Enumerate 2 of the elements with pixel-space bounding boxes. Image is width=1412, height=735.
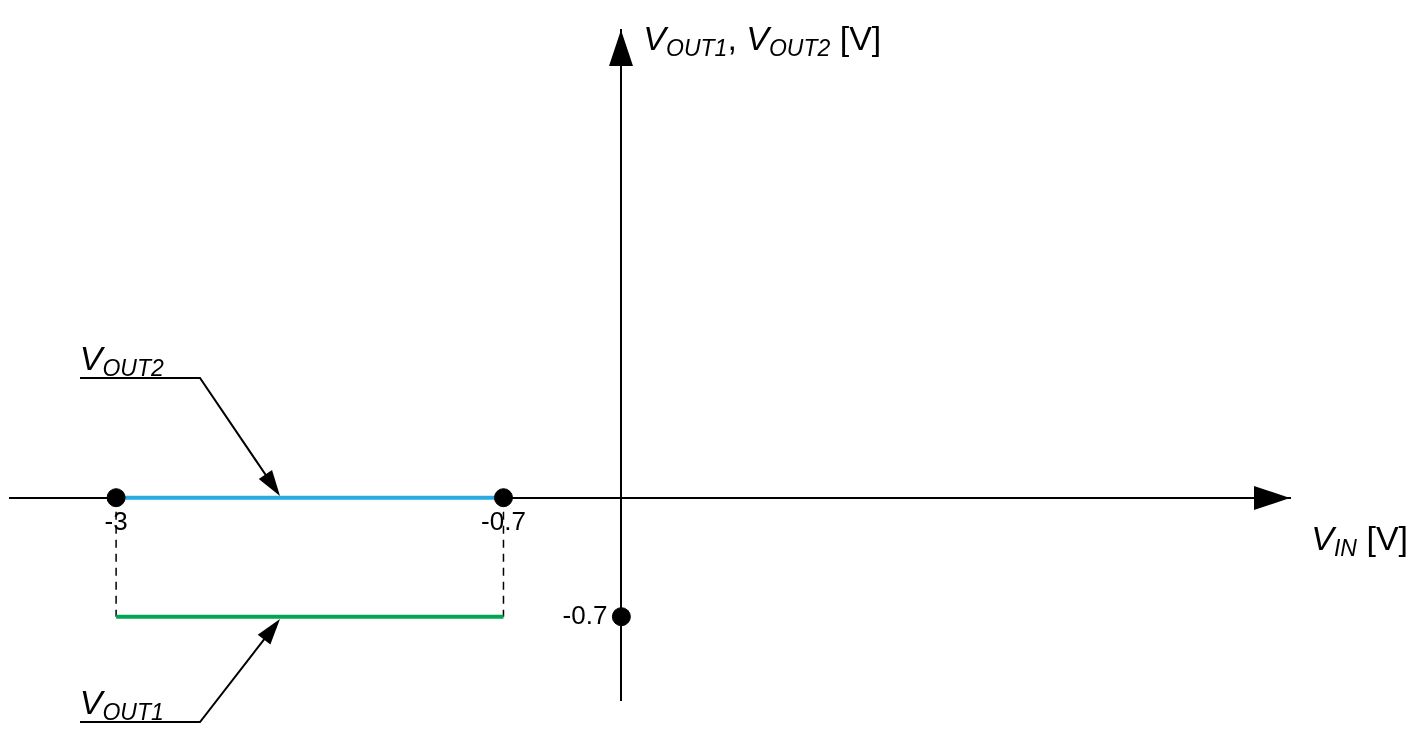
annotation: -0.7 — [562, 599, 608, 630]
x-tick-label: -3 — [104, 506, 128, 537]
